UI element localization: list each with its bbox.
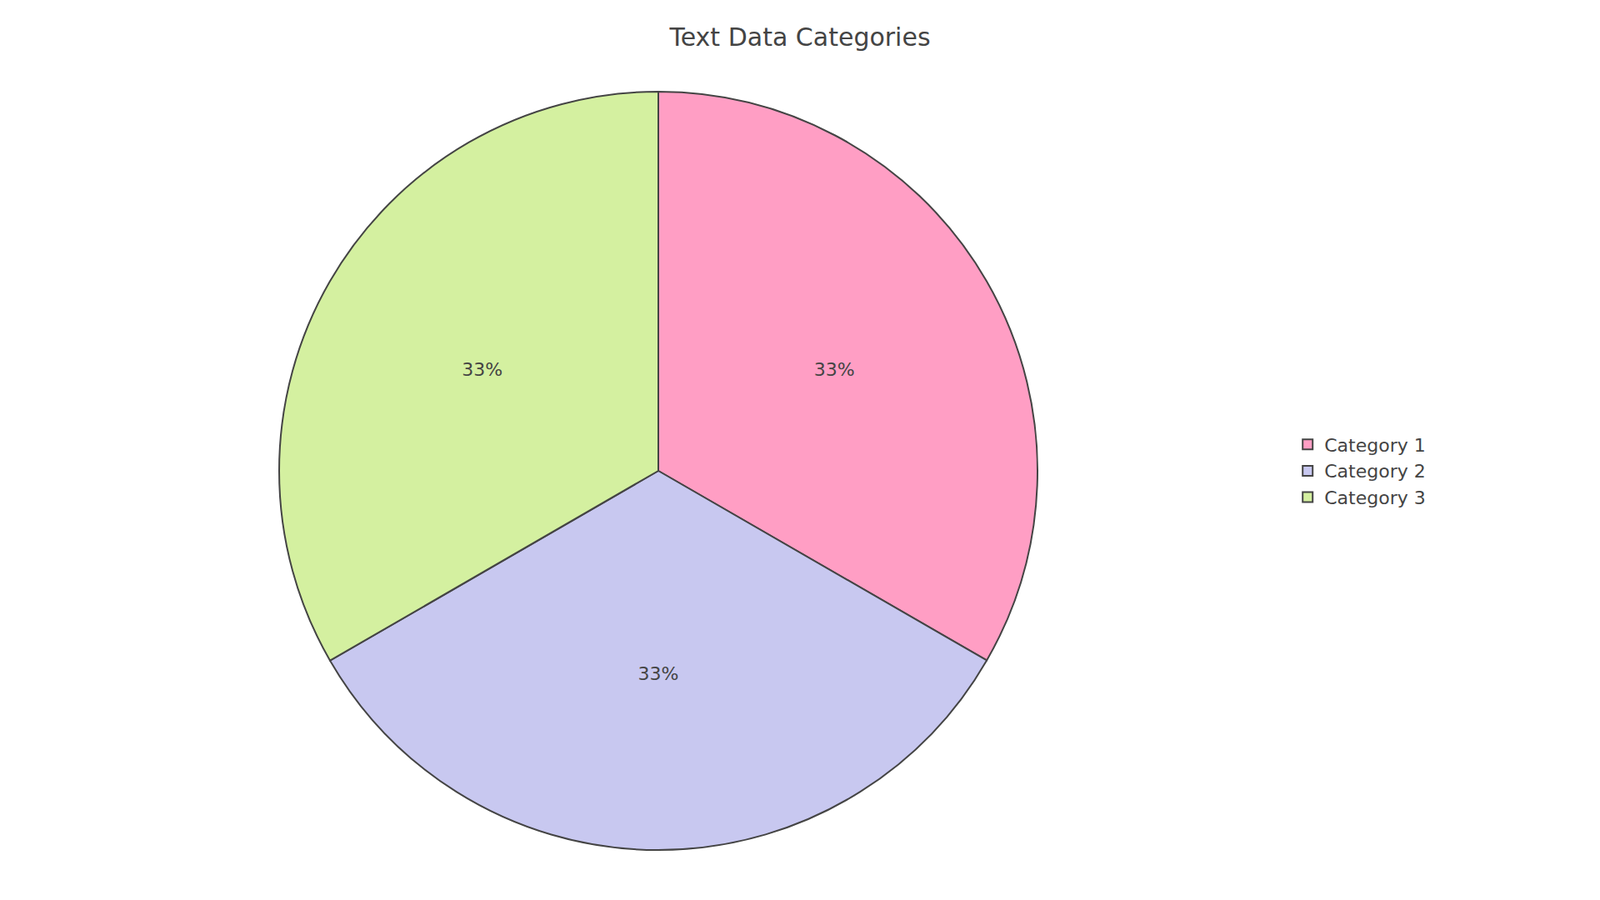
svg-text:Category 1: Category 1 bbox=[1324, 435, 1425, 456]
svg-text:33%: 33% bbox=[638, 663, 680, 685]
svg-text:Text Data Categories: Text Data Categories bbox=[668, 22, 930, 52]
svg-text:33%: 33% bbox=[461, 359, 503, 380]
svg-text:Category 2: Category 2 bbox=[1324, 460, 1425, 482]
svg-text:Category 3: Category 3 bbox=[1324, 487, 1425, 509]
svg-text:33%: 33% bbox=[814, 359, 855, 380]
